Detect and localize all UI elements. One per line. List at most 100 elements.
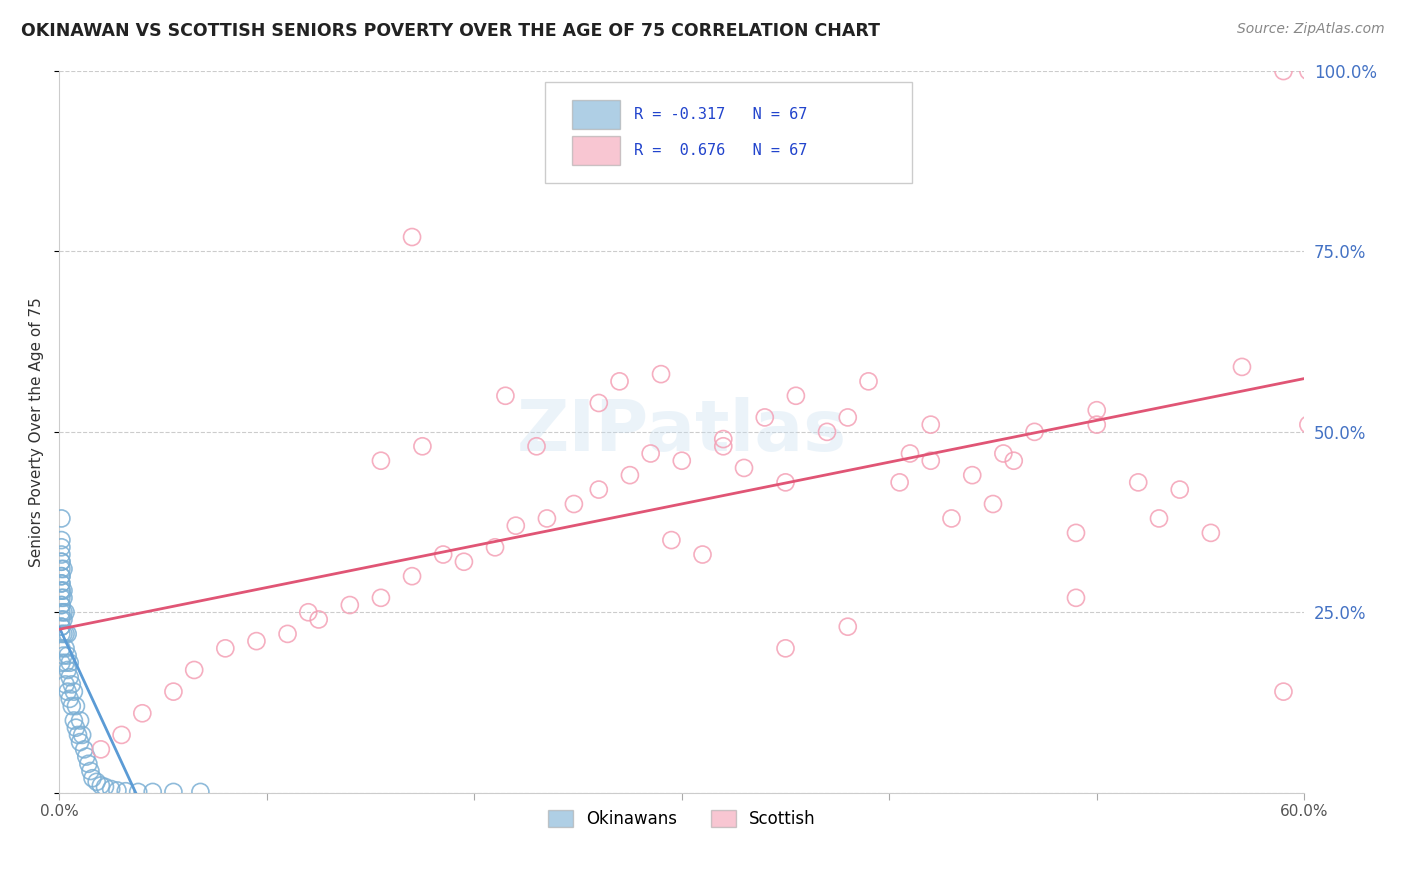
Point [692, 548, 714, 562]
Point [107, 783, 129, 797]
Text: R =  0.676   N = 67: R = 0.676 N = 67 [634, 143, 808, 158]
Point [55, 627, 77, 641]
Point [51, 583, 73, 598]
Point [56, 648, 79, 663]
Point [51, 562, 73, 576]
Point [671, 454, 693, 468]
Point [711, 439, 734, 453]
Point [52, 648, 75, 663]
Point [51, 541, 73, 555]
Point [401, 230, 423, 244]
Text: R = -0.317   N = 67: R = -0.317 N = 67 [634, 107, 808, 122]
Point [962, 468, 984, 483]
Point [1064, 525, 1087, 540]
Point [1024, 425, 1046, 439]
Point [59, 691, 82, 706]
Y-axis label: Seniors Poverty Over the Age of 75: Seniors Poverty Over the Age of 75 [30, 297, 44, 566]
Point [65, 699, 87, 714]
Point [59, 670, 82, 684]
Point [536, 511, 558, 525]
Point [837, 620, 859, 634]
Point [52, 562, 75, 576]
Point [981, 497, 1004, 511]
Point [162, 785, 184, 799]
Point [110, 728, 132, 742]
Point [51, 576, 73, 591]
Point [51, 569, 73, 583]
Point [775, 475, 797, 490]
Point [1128, 475, 1150, 490]
Point [1002, 454, 1025, 468]
Point [51, 583, 73, 598]
Point [51, 548, 73, 562]
Point [837, 410, 859, 425]
Point [815, 425, 838, 439]
Point [51, 555, 73, 569]
Point [453, 555, 475, 569]
Point [60, 677, 83, 691]
Point [60, 699, 83, 714]
Point [94, 780, 117, 794]
Point [75, 749, 97, 764]
Point [183, 663, 205, 677]
Point [1230, 359, 1253, 374]
Point [214, 641, 236, 656]
Point [51, 620, 73, 634]
Point [114, 784, 136, 798]
Legend: Okinawans, Scottish: Okinawans, Scottish [541, 804, 823, 835]
Point [51, 576, 73, 591]
Point [56, 627, 79, 641]
Bar [572, 136, 620, 165]
Text: Source: ZipAtlas.com: Source: ZipAtlas.com [1237, 22, 1385, 37]
Point [562, 497, 585, 511]
Point [79, 764, 101, 778]
Point [65, 721, 87, 735]
Point [1298, 64, 1320, 78]
Point [711, 432, 734, 446]
Point [889, 475, 911, 490]
Point [56, 684, 79, 698]
Point [484, 541, 506, 555]
Point [401, 569, 423, 583]
Point [1272, 684, 1295, 698]
Point [588, 396, 610, 410]
Point [51, 569, 73, 583]
Point [920, 454, 942, 468]
Point [55, 605, 77, 619]
Point [588, 483, 610, 497]
Point [63, 714, 86, 728]
Point [63, 684, 86, 698]
Point [70, 728, 93, 742]
Point [51, 627, 73, 641]
Point [69, 714, 91, 728]
Point [51, 641, 73, 656]
Point [775, 641, 797, 656]
Point [297, 605, 319, 619]
Point [993, 446, 1015, 460]
Point [142, 785, 165, 799]
Point [733, 461, 755, 475]
Point [1168, 483, 1191, 497]
Point [370, 591, 392, 605]
Point [82, 771, 104, 785]
Point [51, 511, 73, 525]
Point [52, 612, 75, 626]
Point [505, 518, 527, 533]
Point [52, 605, 75, 619]
Point [55, 641, 77, 656]
Point [56, 663, 79, 677]
Point [526, 439, 548, 453]
Point [90, 779, 112, 793]
Point [69, 735, 91, 749]
Point [52, 583, 75, 598]
Point [100, 782, 122, 797]
Point [339, 598, 361, 612]
Point [73, 742, 96, 756]
Point [1199, 525, 1222, 540]
Point [55, 656, 77, 670]
Point [858, 375, 880, 389]
Point [86, 774, 108, 789]
Point [51, 598, 73, 612]
Point [51, 612, 73, 626]
Point [55, 677, 77, 691]
